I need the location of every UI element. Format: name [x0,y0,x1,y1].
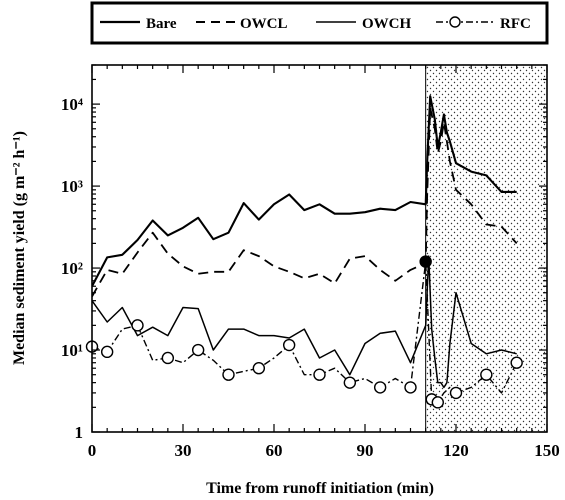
rfc-marker [161,351,175,365]
rfc-marker [313,368,326,381]
y-tick-label: 10³ [61,177,83,196]
rfc-marker [419,255,432,268]
rfc-marker [431,396,444,409]
rfc-marker [449,386,463,400]
series-line-owch [92,255,517,389]
legend-label-bare: Bare [146,16,177,32]
rfc-marker [343,376,357,389]
legend: Bare OWCL OWCH RFC [90,1,549,45]
legend-label-rfc: RFC [500,16,531,32]
y-axis-title: Median sediment yield (g m⁻² h⁻¹) [11,131,28,365]
rfc-marker [282,338,296,352]
x-tick-label: 120 [443,441,469,460]
rfc-marker [191,343,205,357]
x-tick-label: 150 [534,441,560,460]
rfc-marker [510,356,523,369]
rfc-marker [480,368,493,381]
rfc-marker [100,345,114,359]
rfc-marker [404,381,417,394]
y-tick-label: 10¹ [61,341,83,360]
x-tick-label: 30 [175,441,192,460]
x-axis-title: Time from runoff initiation (min) [206,480,434,497]
legend-marker-rfc [449,16,461,28]
rfc-marker [131,319,144,332]
series-line-owcl [92,107,518,297]
y-tick-label: 10⁴ [61,95,83,114]
legend-label-owch: OWCH [362,16,412,32]
rfc-marker [252,362,266,375]
series-line-bare [92,95,517,287]
rfc-marker [222,368,235,381]
rfc-marker [373,381,387,394]
legend-box [90,1,549,45]
y-tick-label: 10² [61,259,83,278]
x-tick-label: 60 [266,441,283,460]
x-tick-label: 90 [357,441,374,460]
legend-label-owcl: OWCL [240,16,288,32]
y-tick-label: 1 [75,423,84,442]
x-tick-label: 0 [88,441,97,460]
